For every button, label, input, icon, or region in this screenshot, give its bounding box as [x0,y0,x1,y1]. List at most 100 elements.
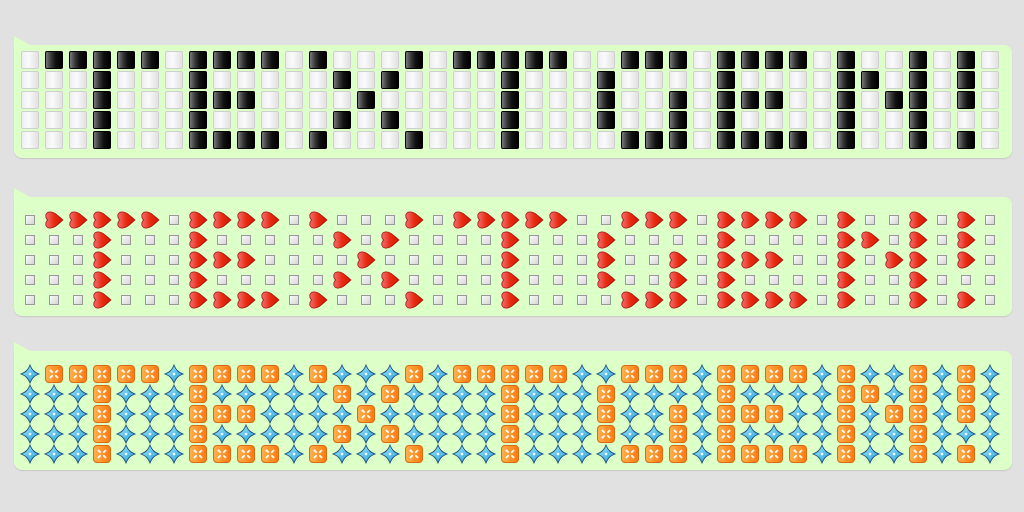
black-square-button-icon [669,111,687,129]
orange-square-icon [909,425,927,443]
white-square-button-icon [549,91,567,109]
blue-diamond-icon [691,383,713,405]
blue-diamond-icon [475,383,497,405]
white-square-button-icon [141,131,159,149]
blue-diamond-icon [403,423,425,445]
blue-diamond-icon [643,383,665,405]
small-white-square-icon [169,255,179,265]
heart-icon [332,270,352,290]
white-square-button-icon [237,71,255,89]
small-white-square-icon [865,215,875,225]
blue-diamond-icon [451,443,473,465]
white-square-button-icon [981,71,999,89]
blue-diamond-icon [739,383,761,405]
black-square-button-icon [309,51,327,69]
small-white-square-icon [985,295,995,305]
small-white-square-icon [985,275,995,285]
orange-square-icon [717,445,735,463]
small-white-square-icon [793,235,803,245]
blue-diamond-icon [403,383,425,405]
small-white-square-icon [649,275,659,285]
blue-diamond-icon [163,383,185,405]
blue-diamond-icon [451,423,473,445]
white-square-button-icon [165,131,183,149]
orange-square-icon [885,405,903,423]
small-white-square-icon [169,215,179,225]
heart-icon [884,250,904,270]
heart-icon [908,210,928,230]
small-white-square-icon [289,215,299,225]
blue-diamond-icon [643,423,665,445]
heart-icon [644,290,664,310]
orange-square-icon [741,405,759,423]
black-square-button-icon [501,71,519,89]
heart-icon [668,290,688,310]
blue-diamond-icon [283,423,305,445]
black-square-button-icon [93,131,111,149]
small-white-square-icon [25,275,35,285]
blue-diamond-icon [547,423,569,445]
white-square-button-icon [429,131,447,149]
black-square-button-icon [741,91,759,109]
white-square-button-icon [213,111,231,129]
orange-square-icon [405,445,423,463]
small-white-square-icon [289,255,299,265]
small-white-square-icon [433,275,443,285]
black-square-button-icon [189,71,207,89]
small-white-square-icon [865,275,875,285]
black-square-button-icon [717,71,735,89]
black-square-button-icon [261,51,279,69]
small-white-square-icon [241,275,251,285]
white-square-button-icon [693,91,711,109]
black-square-button-icon [405,51,423,69]
white-square-button-icon [357,131,375,149]
blue-diamond-icon [427,383,449,405]
orange-square-icon [237,405,255,423]
heart-icon [188,210,208,230]
blue-diamond-icon [19,423,41,445]
small-white-square-icon [577,215,587,225]
blue-diamond-icon [739,423,761,445]
orange-square-icon [669,405,687,423]
orange-square-icon [597,425,615,443]
blue-diamond-icon [643,403,665,425]
white-square-button-icon [165,51,183,69]
small-white-square-icon [697,255,707,265]
blue-diamond-icon [451,383,473,405]
small-white-square-icon [145,295,155,305]
small-white-square-icon [289,275,299,285]
white-square-button-icon [861,111,879,129]
heart-icon [908,230,928,250]
small-white-square-icon [529,295,539,305]
small-white-square-icon [313,255,323,265]
blue-diamond-icon [19,403,41,425]
black-square-button-icon [261,131,279,149]
heart-icon [836,250,856,270]
small-white-square-icon [745,235,755,245]
heart-icon [716,210,736,230]
orange-square-icon [189,385,207,403]
orange-square-icon [717,385,735,403]
heart-icon [956,210,976,230]
black-square-button-icon [189,111,207,129]
black-square-button-icon [957,71,975,89]
small-white-square-icon [457,255,467,265]
blue-diamond-icon [931,423,953,445]
small-white-square-icon [433,295,443,305]
small-white-square-icon [385,295,395,305]
blue-diamond-icon [787,403,809,425]
orange-square-icon [141,365,159,383]
heart-icon [548,210,568,230]
heart-icon [380,230,400,250]
blue-diamond-icon [331,403,353,425]
orange-square-icon [213,365,231,383]
small-white-square-icon [433,235,443,245]
small-white-square-icon [625,255,635,265]
message-bubble-1 [14,36,1012,158]
orange-square-icon [717,425,735,443]
small-white-square-icon [409,255,419,265]
orange-square-icon [957,385,975,403]
small-white-square-icon [817,235,827,245]
small-white-square-icon [601,295,611,305]
heart-icon [860,230,880,250]
